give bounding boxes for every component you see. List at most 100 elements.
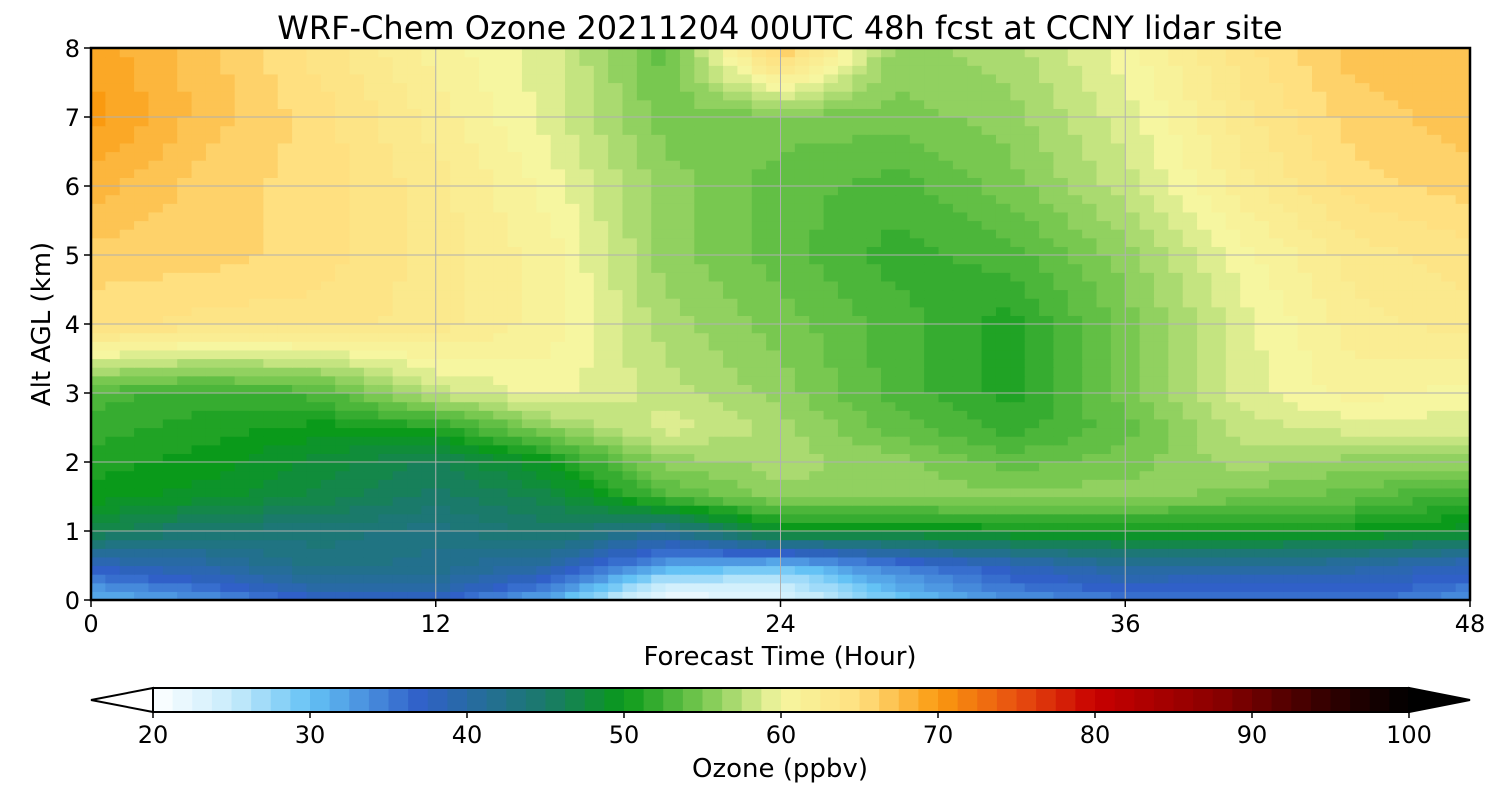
- heatmap-cell: [1082, 229, 1098, 239]
- heatmap-cell: [1326, 496, 1342, 506]
- heatmap-cell: [478, 237, 494, 247]
- heatmap-cell: [665, 479, 681, 489]
- heatmap-cell: [306, 298, 322, 308]
- heatmap-cell: [536, 289, 552, 299]
- heatmap-cell: [1010, 229, 1026, 239]
- heatmap-cell: [536, 237, 552, 247]
- heatmap-cell: [622, 263, 638, 273]
- heatmap-cell: [335, 479, 351, 489]
- heatmap-cell: [1297, 263, 1313, 273]
- heatmap-cell: [177, 496, 193, 506]
- heatmap-cell: [1254, 384, 1270, 394]
- heatmap-cell: [191, 263, 207, 273]
- heatmap-cell: [1369, 522, 1385, 532]
- heatmap-cell: [493, 453, 509, 463]
- heatmap-cell: [1211, 462, 1227, 472]
- heatmap-cell: [392, 367, 408, 377]
- heatmap-cell: [794, 306, 810, 316]
- heatmap-cell: [766, 444, 782, 454]
- heatmap-cell: [1297, 531, 1313, 541]
- heatmap-cell: [1168, 479, 1184, 489]
- heatmap-cell: [1455, 375, 1470, 385]
- heatmap-cell: [407, 298, 422, 308]
- heatmap-cell: [1412, 272, 1428, 282]
- heatmap-cell: [679, 315, 695, 325]
- heatmap-cell: [565, 565, 580, 575]
- heatmap-cell: [536, 531, 552, 541]
- heatmap-cell: [392, 315, 408, 325]
- heatmap-cell: [119, 487, 135, 498]
- heatmap-cell: [608, 220, 624, 230]
- heatmap-cell: [306, 487, 322, 498]
- heatmap-cell: [119, 418, 135, 429]
- heatmap-cell: [435, 505, 451, 515]
- heatmap-cell: [363, 410, 379, 420]
- heatmap-cell: [1182, 177, 1198, 187]
- heatmap-cell: [794, 168, 810, 178]
- heatmap-cell: [335, 358, 351, 368]
- heatmap-cell: [1355, 255, 1371, 265]
- heatmap-cell: [995, 280, 1011, 291]
- heatmap-cell: [378, 384, 394, 394]
- heatmap-cell: [1082, 272, 1098, 282]
- heatmap-cell: [1039, 591, 1055, 600]
- heatmap-cell: [593, 324, 609, 334]
- heatmap-cell: [1326, 470, 1342, 480]
- heatmap-cell: [378, 565, 394, 575]
- heatmap-cell: [1067, 220, 1083, 230]
- heatmap-cell: [737, 548, 753, 558]
- heatmap-cell: [1240, 306, 1256, 316]
- heatmap-cell: [694, 539, 710, 549]
- heatmap-cell: [737, 367, 753, 377]
- heatmap-cell: [809, 375, 825, 385]
- heatmap-cell: [421, 487, 437, 498]
- heatmap-cell: [292, 384, 308, 394]
- heatmap-cell: [579, 349, 595, 360]
- heatmap-cell: [220, 513, 236, 523]
- heatmap-cell: [1168, 315, 1184, 325]
- heatmap-cell: [134, 548, 150, 558]
- heatmap-cell: [234, 531, 250, 541]
- heatmap-cell: [694, 505, 710, 515]
- heatmap-cell: [1297, 453, 1313, 463]
- heatmap-cell: [1283, 522, 1299, 532]
- heatmap-cell: [1168, 487, 1184, 498]
- heatmap-cell: [909, 513, 925, 523]
- heatmap-cell: [1153, 462, 1169, 472]
- heatmap-cell: [924, 298, 940, 308]
- heatmap-cell: [134, 375, 150, 385]
- heatmap-cell: [967, 574, 983, 584]
- heatmap-cell: [809, 505, 825, 515]
- heatmap-cell: [1311, 332, 1327, 342]
- heatmap-cell: [249, 375, 264, 385]
- heatmap-cell: [249, 574, 264, 584]
- heatmap-cell: [1211, 410, 1227, 420]
- heatmap-cell: [205, 341, 221, 351]
- heatmap-cell: [1010, 582, 1026, 592]
- heatmap-cell: [450, 444, 466, 454]
- heatmap-cell: [1369, 237, 1385, 247]
- heatmap-cell: [1441, 349, 1457, 360]
- heatmap-cell: [1369, 574, 1385, 584]
- heatmap-cell: [1039, 168, 1055, 178]
- heatmap-cell: [694, 453, 710, 463]
- heatmap-cell: [608, 358, 624, 368]
- heatmap-cell: [766, 470, 782, 480]
- heatmap-cell: [809, 298, 825, 308]
- heatmap-cell: [679, 367, 695, 377]
- heatmap-cell: [723, 574, 738, 584]
- heatmap-cell: [636, 237, 652, 247]
- heatmap-cell: [378, 186, 394, 196]
- heatmap-cell: [1383, 470, 1399, 480]
- heatmap-cell: [378, 194, 394, 204]
- heatmap-cell: [1441, 367, 1457, 377]
- heatmap-cell: [234, 384, 250, 394]
- heatmap-cell: [1096, 220, 1112, 230]
- heatmap-cell: [335, 229, 351, 239]
- heatmap-cell: [852, 479, 868, 489]
- heatmap-cell: [91, 194, 106, 204]
- heatmap-cell: [292, 211, 308, 222]
- heatmap-cell: [1369, 556, 1385, 567]
- heatmap-cell: [751, 186, 767, 196]
- heatmap-cell: [1254, 479, 1270, 489]
